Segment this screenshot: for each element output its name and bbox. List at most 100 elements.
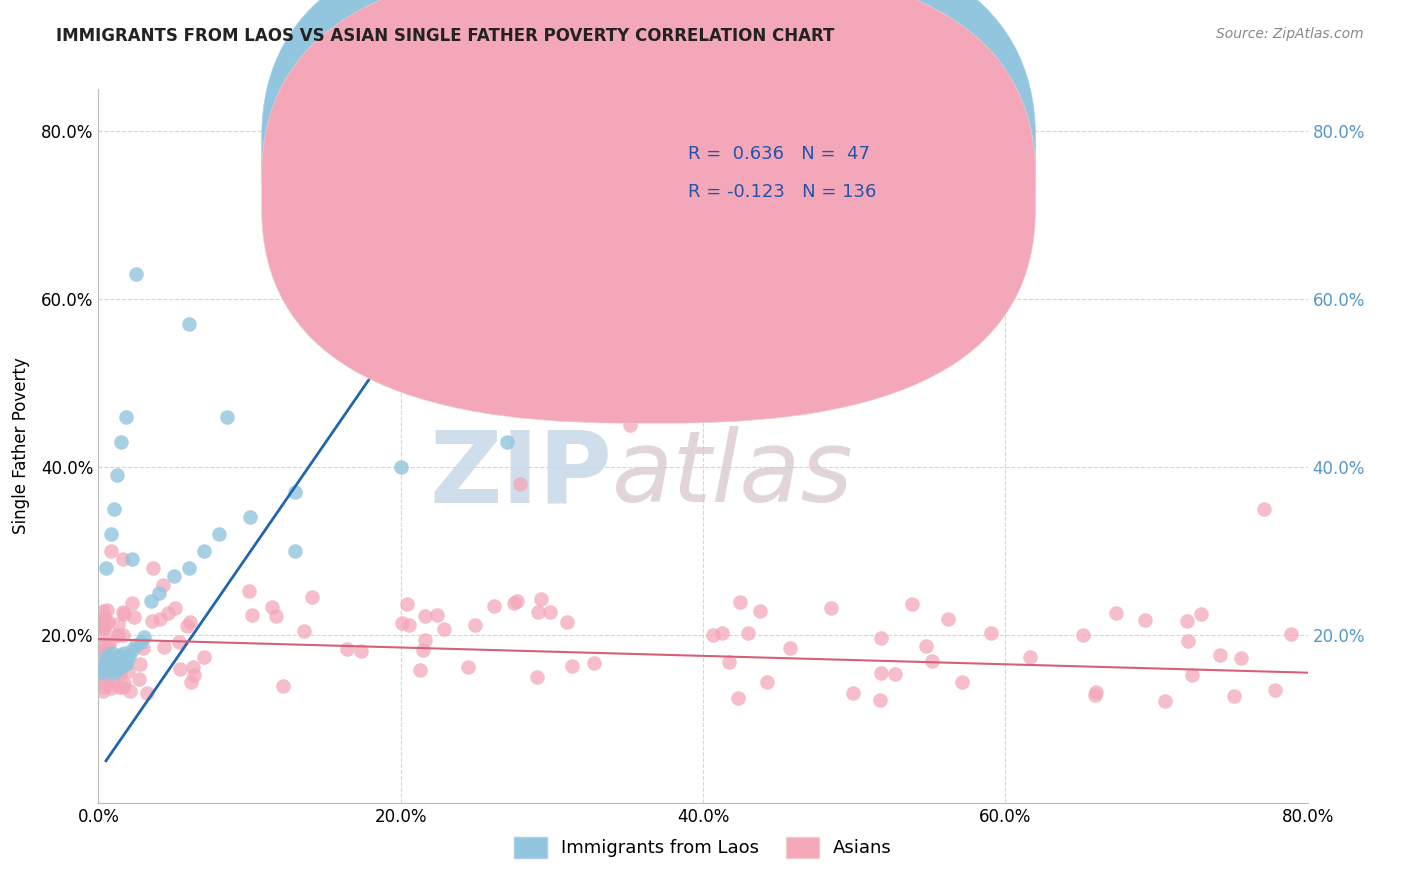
Point	[96, 603, 118, 617]
Point	[702, 627, 724, 641]
Point	[107, 656, 129, 670]
Point	[950, 675, 973, 690]
Point	[93, 619, 115, 633]
Point	[180, 675, 202, 690]
Point	[100, 681, 122, 695]
Point	[100, 651, 122, 665]
FancyBboxPatch shape	[262, 0, 1035, 385]
Point	[179, 560, 201, 574]
Point	[727, 690, 749, 705]
Point	[115, 653, 138, 667]
Point	[108, 648, 131, 662]
Point	[96, 648, 118, 663]
Point	[98, 660, 121, 674]
Point	[93, 669, 115, 683]
Point	[396, 597, 419, 611]
Point	[433, 622, 456, 636]
Point	[101, 646, 124, 660]
Point	[728, 595, 751, 609]
Point	[129, 634, 152, 648]
Point	[820, 601, 842, 615]
Point	[103, 665, 125, 680]
Point	[717, 655, 740, 669]
Point	[1253, 502, 1275, 516]
Point	[389, 460, 412, 475]
Point	[93, 621, 115, 635]
Point	[630, 376, 652, 390]
Point	[482, 599, 505, 614]
Point	[103, 676, 125, 690]
Point	[103, 657, 125, 672]
Point	[1181, 668, 1204, 682]
Point	[118, 684, 141, 698]
Point	[93, 661, 115, 675]
Point	[94, 560, 117, 574]
Point	[104, 653, 127, 667]
Point	[284, 544, 307, 558]
Point	[114, 409, 136, 424]
Point	[112, 680, 135, 694]
Point	[1135, 613, 1157, 627]
Point	[1189, 607, 1212, 621]
Point	[391, 615, 413, 630]
Point	[94, 611, 117, 625]
Point	[152, 578, 174, 592]
Point	[1279, 627, 1302, 641]
Point	[105, 659, 128, 673]
Point	[91, 665, 114, 680]
Point	[260, 600, 283, 615]
Point	[107, 628, 129, 642]
Point	[239, 510, 262, 524]
Point	[561, 659, 583, 673]
Point	[110, 434, 132, 449]
Point	[264, 608, 287, 623]
Point	[98, 663, 121, 677]
Point	[506, 593, 529, 607]
Point	[98, 637, 121, 651]
FancyBboxPatch shape	[595, 118, 981, 225]
FancyBboxPatch shape	[262, 0, 1035, 423]
Point	[336, 642, 359, 657]
Point	[91, 647, 114, 661]
Point	[125, 267, 148, 281]
Point	[915, 639, 938, 653]
Point	[238, 583, 260, 598]
Point	[193, 544, 215, 558]
Point	[97, 676, 120, 690]
Point	[136, 686, 159, 700]
Point	[121, 595, 143, 609]
Point	[91, 615, 114, 630]
Point	[215, 409, 238, 424]
Point	[737, 626, 759, 640]
Point	[711, 626, 734, 640]
Point	[97, 648, 120, 663]
Point	[93, 621, 115, 635]
Point	[91, 661, 114, 675]
Point	[112, 628, 135, 642]
Point	[936, 612, 959, 626]
Point	[409, 664, 432, 678]
Point	[107, 680, 129, 694]
Point	[883, 666, 905, 681]
Point	[495, 434, 517, 449]
Point	[91, 629, 114, 643]
Point	[107, 651, 129, 665]
Point	[103, 661, 125, 675]
Point	[111, 651, 134, 665]
Point	[122, 610, 145, 624]
Point	[619, 417, 641, 432]
Point	[100, 527, 122, 541]
Point	[91, 683, 114, 698]
Point	[117, 664, 139, 678]
Point	[114, 657, 136, 672]
Point	[1084, 685, 1107, 699]
Y-axis label: Single Father Poverty: Single Father Poverty	[11, 358, 30, 534]
Point	[105, 663, 128, 677]
Text: atlas: atlas	[613, 426, 853, 523]
Point	[179, 615, 201, 630]
Point	[94, 653, 117, 667]
Point	[271, 679, 294, 693]
Point	[105, 468, 128, 483]
Point	[509, 476, 531, 491]
Point	[149, 612, 172, 626]
